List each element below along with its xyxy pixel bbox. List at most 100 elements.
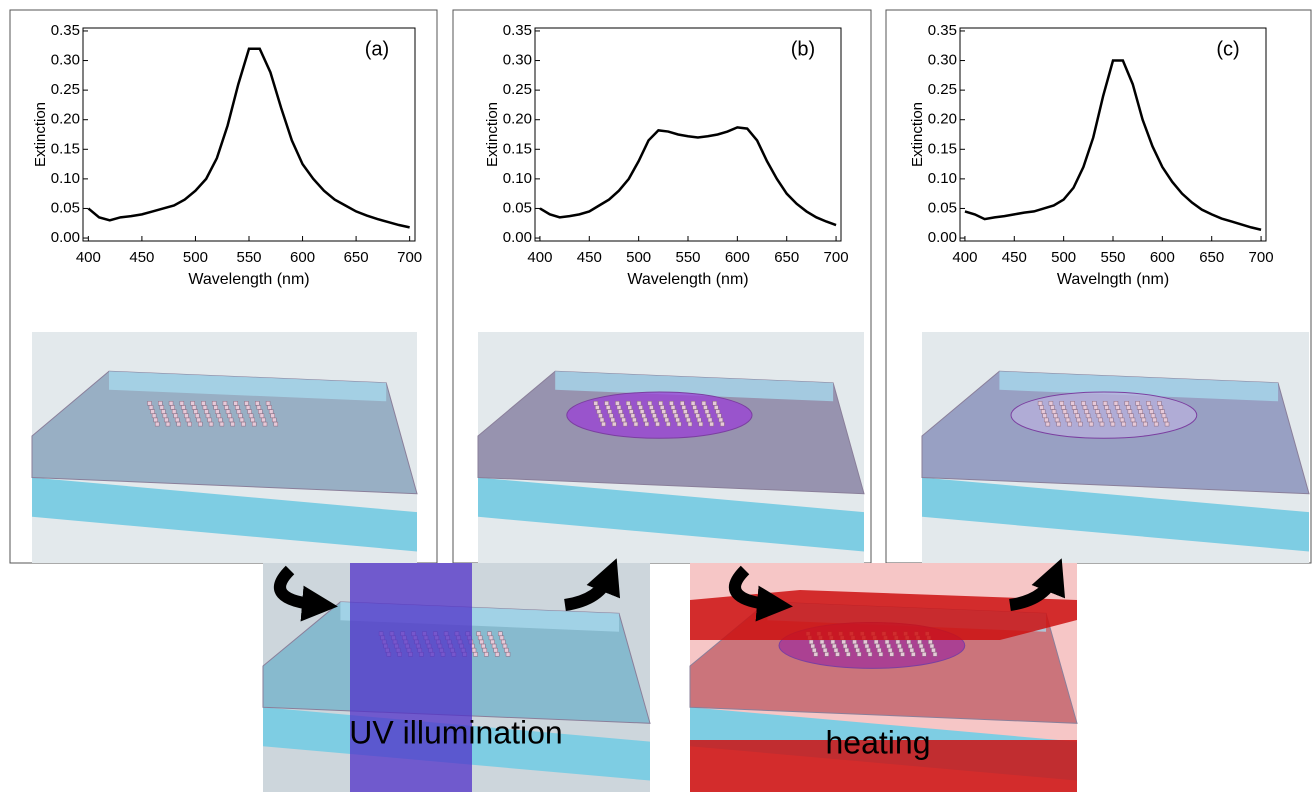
panel-label: (c) — [1216, 38, 1239, 60]
nanopillar — [835, 652, 840, 657]
nanopillar — [216, 413, 222, 419]
nanopillar — [238, 413, 243, 419]
nanopillar — [853, 643, 859, 649]
y-tick-label: 0.30 — [928, 52, 957, 69]
nanopillar — [918, 643, 924, 649]
nanopillar — [1161, 413, 1167, 419]
nanopillar — [906, 639, 911, 645]
nanopillar — [658, 401, 663, 406]
nanopillar — [666, 421, 671, 427]
nanopillar — [1059, 401, 1065, 406]
nanopillar — [1150, 413, 1156, 419]
nanopillar — [704, 409, 710, 414]
nanopillar — [1129, 413, 1134, 419]
nanopillar — [267, 405, 272, 410]
nanopillar — [202, 405, 208, 410]
nanopillar — [215, 409, 220, 414]
nanopillar — [1098, 417, 1103, 423]
y-tick-label: 0.35 — [928, 22, 957, 39]
nanopillar — [1115, 405, 1120, 410]
nanopillar — [244, 401, 249, 406]
nanopillar — [1095, 409, 1100, 414]
nanopillar — [884, 639, 890, 645]
nanopillar — [900, 652, 905, 657]
nanopillar — [1118, 413, 1123, 419]
nanopillar — [618, 409, 623, 414]
y-tick-label: 0.25 — [51, 81, 80, 98]
nanopillar — [593, 401, 599, 406]
step-label: heating — [826, 724, 931, 760]
nanopillar — [619, 413, 625, 419]
nanopillar — [608, 413, 614, 419]
nanopillar — [622, 421, 628, 427]
x-tick-label: 650 — [1199, 249, 1224, 266]
y-tick-label: 0.25 — [928, 81, 957, 98]
x-axis-label: Wavelngth (nm) — [1057, 271, 1169, 288]
nanopillar — [1107, 413, 1113, 419]
y-tick-label: 0.15 — [51, 140, 80, 157]
nanopillar — [692, 405, 697, 410]
y-axis-label: Extinction — [32, 102, 49, 167]
nanopillar — [604, 401, 609, 406]
nanopillar — [627, 405, 633, 410]
nanopillar — [154, 421, 160, 427]
nanopillar — [168, 401, 174, 406]
nanopillar — [612, 421, 617, 427]
nanopillar — [181, 405, 186, 410]
nanopillar — [501, 639, 506, 645]
nanopillar — [1048, 401, 1054, 406]
nanopillar — [638, 405, 643, 410]
nanopillar — [505, 652, 511, 657]
nanopillar — [205, 413, 211, 419]
y-tick-label: 0.35 — [51, 22, 80, 39]
nanopillar — [670, 405, 676, 410]
nanopillar — [158, 401, 163, 406]
arrow — [729, 565, 793, 622]
x-axis-label: Wavelength (nm) — [627, 271, 748, 288]
y-tick-label: 0.30 — [503, 52, 532, 69]
nanopillar — [659, 405, 665, 410]
nanopillar — [487, 631, 492, 636]
nanopillar — [610, 417, 616, 423]
nanopillar — [709, 421, 714, 427]
nanopillar — [1064, 413, 1069, 419]
nanopillar — [599, 417, 605, 423]
nanopillar — [1135, 401, 1140, 406]
nanopillar — [150, 409, 155, 414]
nanopillar — [494, 652, 500, 657]
nanopillar — [208, 421, 214, 427]
x-tick-label: 450 — [577, 249, 602, 266]
y-tick-label: 0.20 — [928, 111, 957, 128]
y-tick-label: 0.10 — [51, 170, 80, 187]
nanopillar — [241, 421, 246, 427]
step-label: UV illumination — [349, 714, 562, 750]
nanopillar — [898, 647, 904, 653]
nanopillar — [630, 413, 636, 419]
nanopillar — [1099, 421, 1105, 427]
nanopillar — [676, 421, 682, 427]
spectrum-line — [964, 59, 1262, 231]
nanopillar — [162, 413, 168, 419]
nanopillar — [639, 409, 645, 414]
nanopillar — [219, 421, 225, 427]
nanopillar — [1096, 413, 1102, 419]
nanopillar — [852, 639, 857, 645]
nanopillar — [841, 639, 846, 645]
nanopillar — [1044, 417, 1049, 423]
nanopillar — [819, 639, 825, 645]
nanopillar — [636, 401, 642, 406]
nanopillar — [929, 643, 935, 649]
nanopillar — [239, 417, 245, 423]
x-tick-label: 400 — [76, 249, 101, 266]
nanopillar — [625, 401, 631, 406]
nanopillar — [218, 417, 223, 423]
nanopillar — [170, 405, 175, 410]
nanopillar — [477, 635, 483, 641]
nanopillar — [502, 643, 508, 649]
wall — [555, 371, 834, 402]
nanopillar — [877, 647, 882, 653]
nanopillar — [255, 401, 260, 406]
nanopillar — [185, 417, 191, 423]
nanopillar — [1093, 405, 1099, 410]
y-tick-label: 0.15 — [503, 140, 532, 157]
